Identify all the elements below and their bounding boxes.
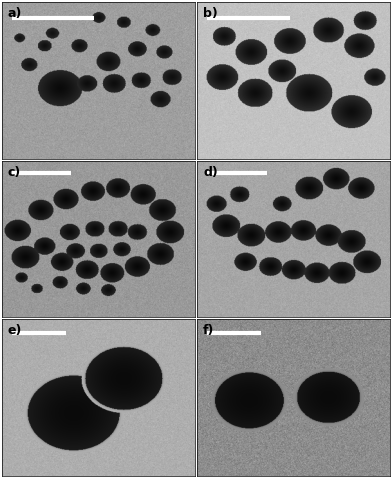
Text: b): b) xyxy=(203,7,218,20)
Text: e): e) xyxy=(8,324,22,337)
Text: d): d) xyxy=(203,165,218,179)
Text: a): a) xyxy=(8,7,22,20)
Text: f): f) xyxy=(203,324,214,337)
Text: c): c) xyxy=(8,165,21,179)
